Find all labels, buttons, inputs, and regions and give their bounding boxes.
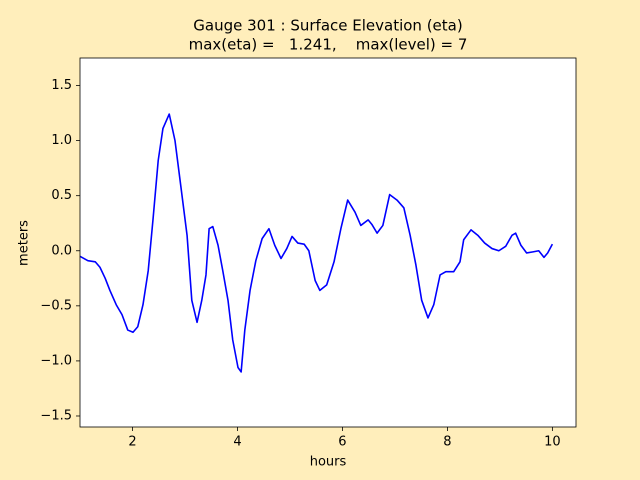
x-tick-label: 10	[544, 435, 561, 450]
y-axis-label: meters	[17, 220, 32, 266]
x-tick-label: 2	[128, 435, 136, 450]
y-tick-label: −1.5	[40, 408, 72, 423]
x-tick-label: 6	[338, 435, 346, 450]
chart-subtitle: max(eta) = 1.241, max(level) = 7	[189, 36, 468, 54]
y-tick-label: 1.0	[51, 133, 72, 148]
plot-area	[80, 58, 576, 427]
y-tick-label: −0.5	[40, 298, 72, 313]
y-tick-label: 0.0	[51, 243, 72, 258]
data-line	[79, 113, 554, 373]
x-axis-label: hours	[310, 455, 347, 470]
x-tick-label: 4	[233, 435, 241, 450]
axes-frame	[79, 57, 577, 428]
chart-title: Gauge 301 : Surface Elevation (eta)	[193, 17, 462, 35]
y-tick-label: 0.5	[51, 188, 72, 203]
x-tick-label: 8	[443, 435, 451, 450]
y-tick-label: 1.5	[51, 78, 72, 93]
y-tick-label: −1.0	[40, 353, 72, 368]
